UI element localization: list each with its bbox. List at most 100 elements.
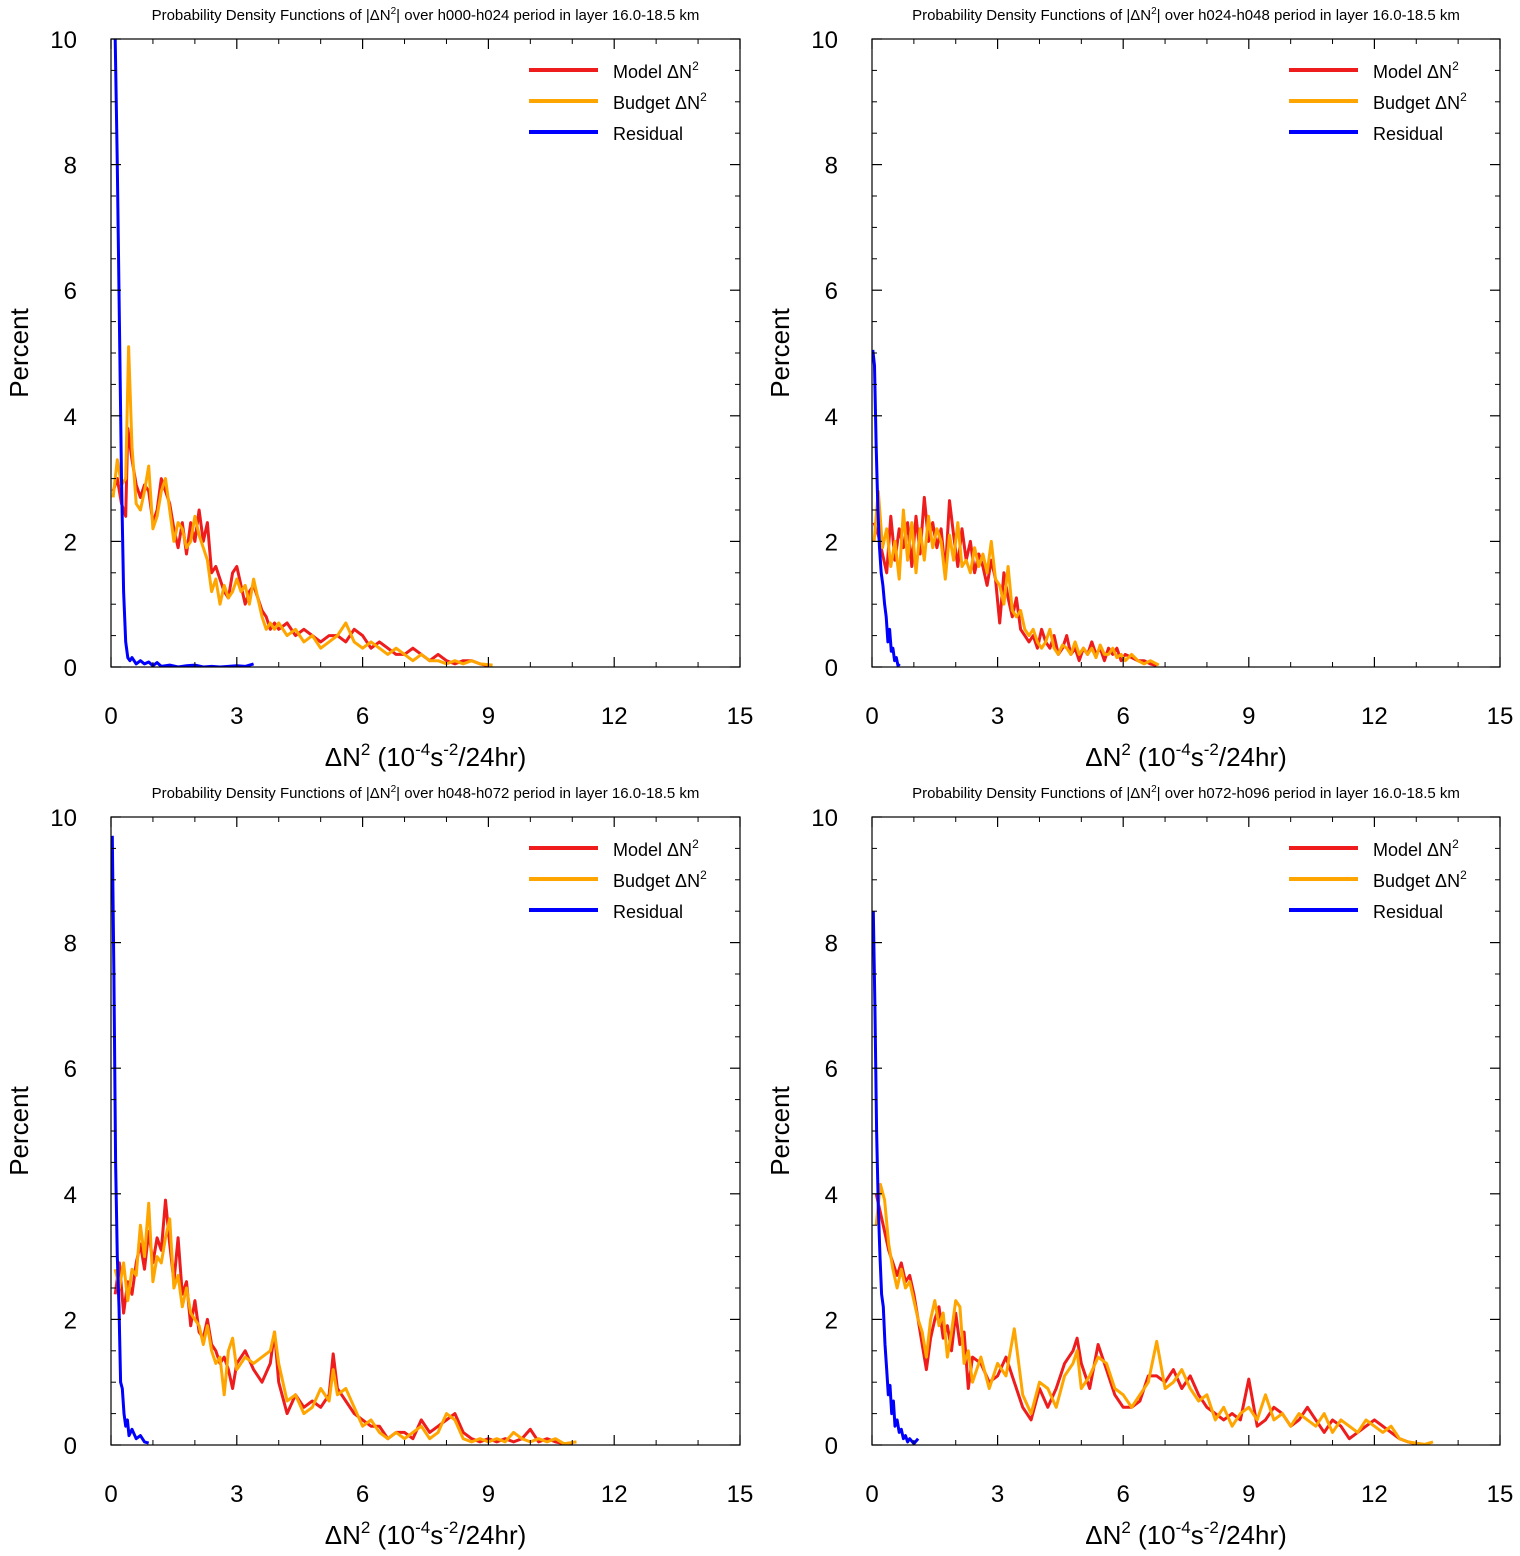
y-tick-label: 6 bbox=[64, 278, 77, 305]
legend-label: Budget ΔN2 bbox=[613, 90, 707, 113]
legend-label-text: Model ΔN bbox=[613, 840, 692, 860]
x-label-s: s bbox=[1191, 742, 1204, 772]
legend-label-superscript: 2 bbox=[692, 59, 699, 73]
title-delta: Δ bbox=[370, 785, 380, 802]
legend-label-superscript: 2 bbox=[1460, 90, 1467, 104]
x-label-superscript: 2 bbox=[361, 740, 370, 759]
series-line-3 bbox=[872, 911, 920, 1445]
x-tick-label: 9 bbox=[1242, 1481, 1255, 1508]
x-tick-label: 0 bbox=[104, 1481, 117, 1508]
legend-label-text: Budget ΔN bbox=[1373, 93, 1460, 113]
y-tick-label: 0 bbox=[64, 655, 77, 682]
x-label-close: /24hr) bbox=[458, 1520, 526, 1550]
x-tick-label: 15 bbox=[1487, 703, 1514, 730]
title-superscript: 2 bbox=[391, 784, 397, 795]
x-label-delta: Δ bbox=[325, 742, 342, 772]
legend: Model ΔN2 Budget ΔN2 Residual bbox=[529, 59, 707, 144]
y-tick-label: 6 bbox=[825, 1056, 838, 1083]
x-label-symbol: N bbox=[342, 742, 361, 772]
legend-label-text: Residual bbox=[613, 124, 683, 144]
y-tick-label: 8 bbox=[825, 931, 838, 958]
x-axis-label: ΔN2 (10-4s-2/24hr) bbox=[1085, 740, 1287, 772]
legend-label-superscript: 2 bbox=[1460, 868, 1467, 882]
x-label-symbol: N bbox=[1103, 1520, 1122, 1550]
legend-label: Residual bbox=[613, 124, 683, 144]
y-tick-label: 10 bbox=[811, 805, 838, 832]
x-label-exponent-2: -2 bbox=[443, 740, 458, 759]
x-tick-label: 3 bbox=[230, 1481, 243, 1508]
legend-label-text: Residual bbox=[1373, 902, 1443, 922]
series-group bbox=[872, 349, 1160, 667]
x-tick-label: 0 bbox=[865, 1481, 878, 1508]
title-suffix: | over h048-h072 period in layer 16.0-18… bbox=[396, 785, 699, 802]
x-tick-label: 3 bbox=[230, 703, 243, 730]
x-tick-label: 15 bbox=[1487, 1481, 1514, 1508]
title-prefix: Probability Density Functions of | bbox=[912, 7, 1130, 24]
title-delta: Δ bbox=[370, 7, 380, 24]
x-label-superscript: 2 bbox=[1121, 740, 1130, 759]
x-tick-label: 12 bbox=[1361, 1481, 1388, 1508]
y-tick-label: 4 bbox=[64, 404, 77, 431]
y-tick-label: 2 bbox=[64, 1307, 77, 1334]
y-tick-label: 4 bbox=[64, 1182, 77, 1209]
chart-title: Probability Density Functions of |ΔN2| o… bbox=[152, 784, 700, 802]
title-symbol: N bbox=[380, 7, 391, 24]
y-tick-label: 4 bbox=[825, 1182, 838, 1209]
series-line-2 bbox=[111, 345, 493, 667]
title-symbol: N bbox=[380, 785, 391, 802]
x-axis-label: ΔN2 (10-4s-2/24hr) bbox=[1085, 1518, 1287, 1550]
y-axis-label: Percent bbox=[765, 1085, 795, 1175]
y-tick-label: 10 bbox=[50, 27, 77, 54]
series-line-1 bbox=[111, 426, 489, 667]
x-label-exponent-1: -4 bbox=[415, 1518, 430, 1537]
legend-label: Budget ΔN2 bbox=[1373, 90, 1467, 113]
x-tick-label: 12 bbox=[601, 703, 628, 730]
x-label-exponent-1: -4 bbox=[415, 740, 430, 759]
chart-title: Probability Density Functions of |ΔN2| o… bbox=[912, 784, 1460, 802]
y-tick-label: 4 bbox=[825, 404, 838, 431]
x-tick-label: 15 bbox=[727, 1481, 754, 1508]
x-label-exponent-2: -2 bbox=[443, 1518, 458, 1537]
title-prefix: Probability Density Functions of | bbox=[912, 785, 1130, 802]
legend-label: Residual bbox=[1373, 124, 1443, 144]
x-label-close: /24hr) bbox=[458, 742, 526, 772]
x-label-s: s bbox=[1191, 1520, 1204, 1550]
x-axis-label: ΔN2 (10-4s-2/24hr) bbox=[325, 1518, 527, 1550]
legend-label: Model ΔN2 bbox=[613, 59, 699, 82]
x-tick-label: 0 bbox=[104, 703, 117, 730]
series-line-3 bbox=[872, 349, 901, 667]
y-axis-label: Percent bbox=[4, 1085, 34, 1175]
x-tick-label: 0 bbox=[865, 703, 878, 730]
y-tick-label: 6 bbox=[64, 1056, 77, 1083]
x-label-close: /24hr) bbox=[1219, 1520, 1287, 1550]
legend-label-text: Residual bbox=[1373, 124, 1443, 144]
x-label-open: (10 bbox=[370, 742, 415, 772]
series-group bbox=[111, 835, 577, 1445]
series-line-1 bbox=[874, 1193, 1417, 1445]
legend-label-text: Residual bbox=[613, 902, 683, 922]
title-delta: Δ bbox=[1130, 7, 1140, 24]
legend-label-text: Budget ΔN bbox=[1373, 871, 1460, 891]
x-tick-label: 15 bbox=[727, 703, 754, 730]
title-prefix: Probability Density Functions of | bbox=[152, 7, 370, 24]
legend: Model ΔN2 Budget ΔN2 Residual bbox=[1289, 837, 1467, 922]
x-tick-label: 12 bbox=[1361, 703, 1388, 730]
title-superscript: 2 bbox=[391, 6, 397, 17]
y-axis-label: Percent bbox=[4, 307, 34, 397]
legend-label: Model ΔN2 bbox=[1373, 837, 1459, 860]
chart-title: Probability Density Functions of |ΔN2| o… bbox=[152, 6, 700, 24]
x-label-superscript: 2 bbox=[1121, 1518, 1130, 1537]
legend-label-text: Model ΔN bbox=[1373, 62, 1452, 82]
title-suffix: | over h000-h024 period in layer 16.0-18… bbox=[396, 7, 699, 24]
x-label-open: (10 bbox=[1131, 742, 1176, 772]
y-tick-label: 10 bbox=[50, 805, 77, 832]
x-tick-label: 12 bbox=[601, 1481, 628, 1508]
x-label-s: s bbox=[430, 1520, 443, 1550]
x-label-close: /24hr) bbox=[1219, 742, 1287, 772]
title-superscript: 2 bbox=[1151, 6, 1157, 17]
title-superscript: 2 bbox=[1151, 784, 1157, 795]
y-tick-label: 8 bbox=[825, 153, 838, 180]
y-axis-label: Percent bbox=[765, 307, 795, 397]
